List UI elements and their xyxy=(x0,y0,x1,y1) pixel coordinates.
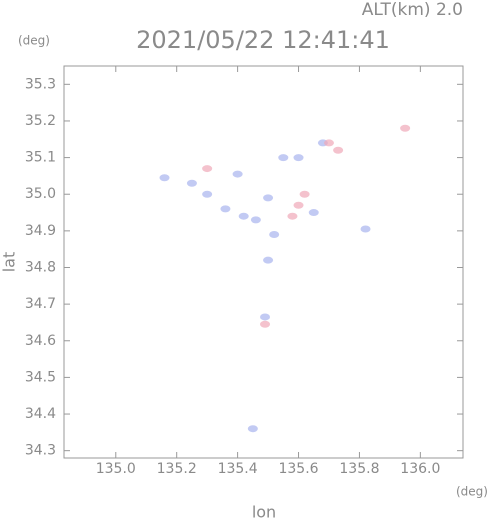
echo-point xyxy=(250,216,261,224)
x-tick-label: 135.0 xyxy=(96,461,136,477)
echo-point xyxy=(293,154,304,162)
echo-point xyxy=(220,205,231,213)
echo-point xyxy=(299,190,310,198)
y-tick-label: 34.9 xyxy=(25,223,56,239)
echo-point xyxy=(333,146,344,154)
echo-point xyxy=(260,313,271,321)
x-unit: (deg) xyxy=(456,485,488,499)
y-tick-label: 34.7 xyxy=(25,296,56,312)
echo-point xyxy=(269,231,280,239)
echo-point xyxy=(186,179,197,187)
y-tick-label: 34.4 xyxy=(25,406,56,422)
x-tick-label: 136.0 xyxy=(400,461,440,477)
echo-point xyxy=(263,256,274,264)
y-tick-label: 34.3 xyxy=(25,443,56,459)
echo-point xyxy=(202,165,213,173)
y-tick-label: 35.3 xyxy=(25,76,56,92)
echo-point xyxy=(247,425,258,433)
x-tick-label: 135.2 xyxy=(157,461,197,477)
chart-title: 2021/05/22 12:41:41 xyxy=(136,26,390,54)
y-tick-label: 34.6 xyxy=(25,333,56,349)
y-unit: (deg) xyxy=(18,34,50,48)
y-tick-label: 35.0 xyxy=(25,186,56,202)
y-tick-label: 34.5 xyxy=(25,369,56,385)
echo-point xyxy=(400,124,411,132)
altitude-label: ALT(km) 2.0 xyxy=(362,0,463,20)
x-tick-label: 135.6 xyxy=(278,461,318,477)
echo-point xyxy=(263,194,274,202)
y-axis-label: lat xyxy=(0,252,19,273)
echo-point xyxy=(323,139,334,147)
echo-point xyxy=(260,320,271,328)
echo-point xyxy=(308,209,319,217)
echo-point xyxy=(293,201,304,209)
plot-frame xyxy=(63,65,464,459)
echo-point xyxy=(287,212,298,220)
x-tick-label: 135.4 xyxy=(218,461,258,477)
y-tick-label: 34.8 xyxy=(25,259,56,275)
echo-point xyxy=(238,212,249,220)
y-tick-label: 35.2 xyxy=(25,113,56,129)
echo-point xyxy=(360,225,371,233)
echo-point xyxy=(278,154,289,162)
y-tick-label: 35.1 xyxy=(25,150,56,166)
echo-point xyxy=(232,170,243,178)
x-tick-label: 135.8 xyxy=(339,461,379,477)
echo-point xyxy=(202,190,213,198)
echo-point xyxy=(159,174,170,182)
x-axis-label: lon xyxy=(252,503,276,521)
